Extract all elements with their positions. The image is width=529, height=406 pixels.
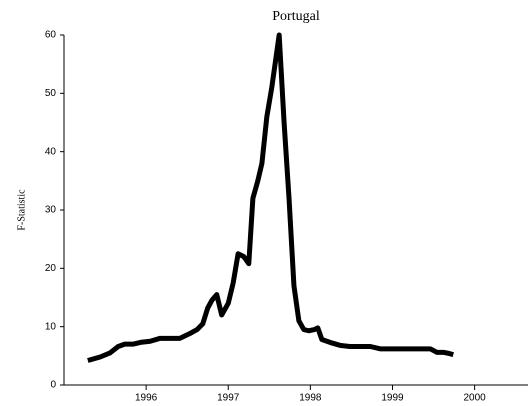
y-tick-label: 50: [45, 88, 57, 99]
y-tick-label: 40: [45, 146, 57, 157]
y-tick-label: 60: [45, 30, 57, 41]
data-line: [87, 32, 454, 363]
y-tick-label: 20: [45, 263, 57, 274]
x-tick-label: 1997: [217, 393, 240, 404]
y-tick-label: 10: [45, 321, 57, 332]
x-tick-label: 2000: [463, 393, 486, 404]
x-tick-label: 1996: [135, 393, 158, 404]
chart-title: Portugal: [272, 9, 320, 24]
x-tick-label: 1999: [381, 393, 404, 404]
x-tick-label: 1998: [299, 393, 322, 404]
y-tick-label: 30: [45, 205, 57, 216]
y-axis-label: F-Statistic: [16, 189, 27, 231]
y-tick-label: 0: [50, 380, 56, 391]
